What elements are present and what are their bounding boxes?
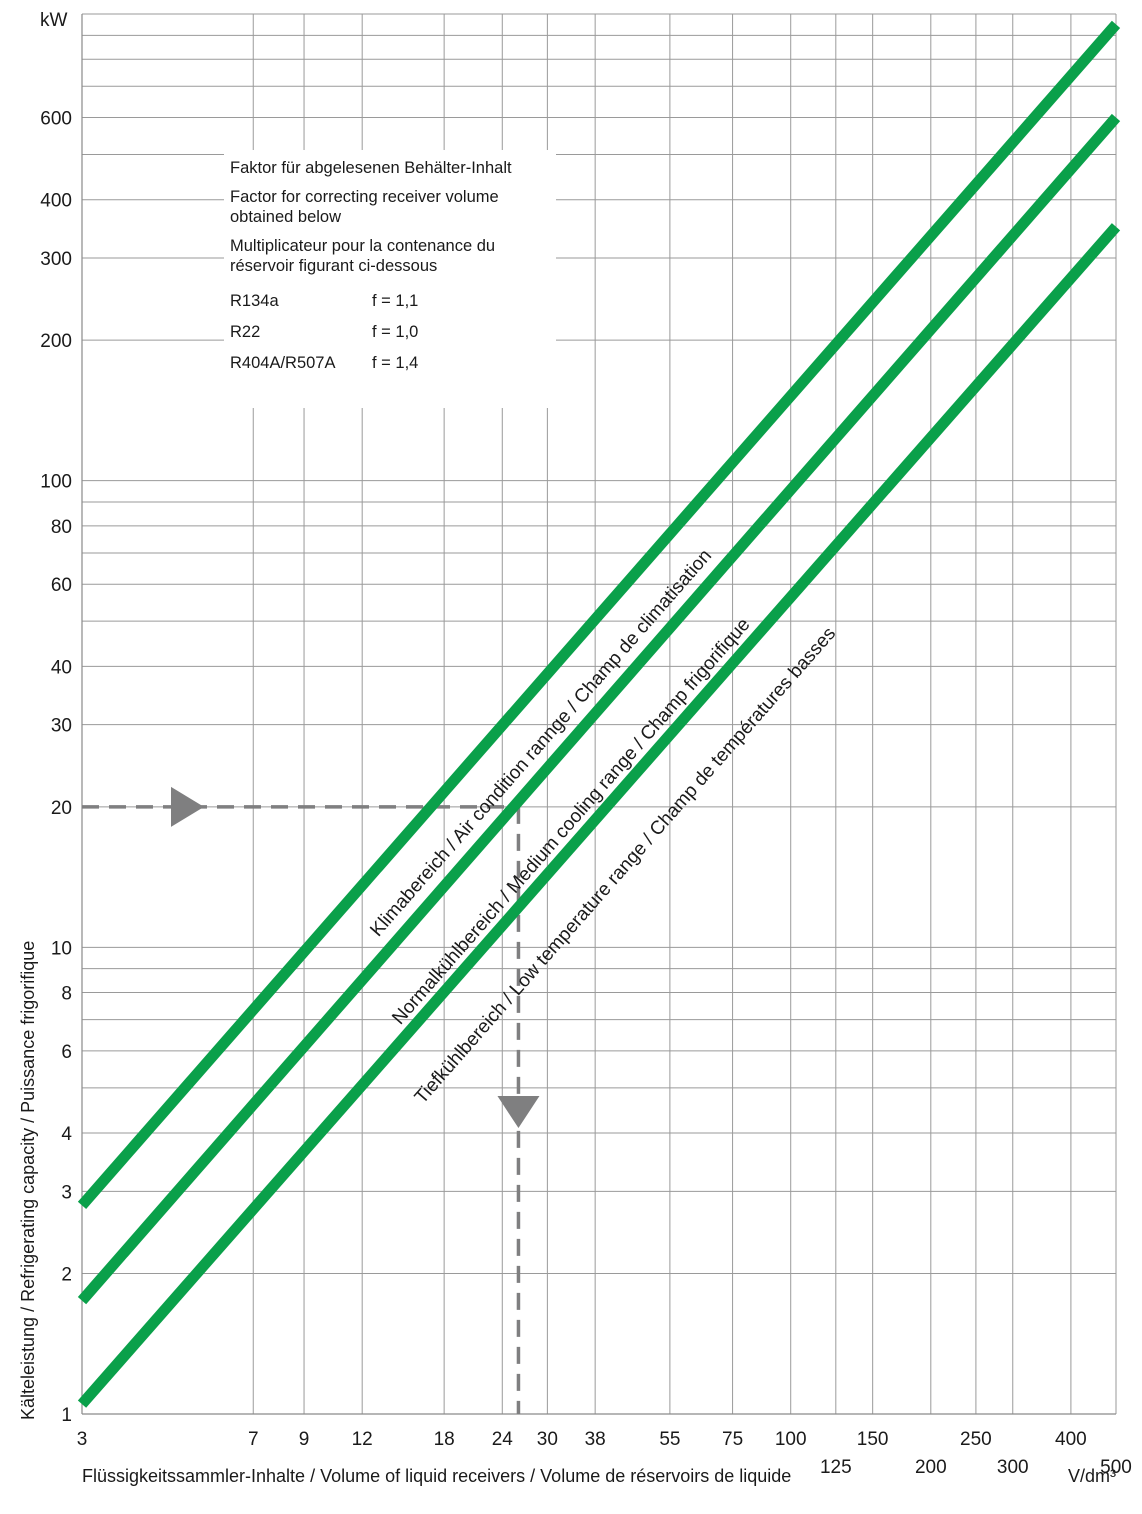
y-tick-label: 60 (51, 575, 72, 596)
chart-grid (81, 13, 1117, 1415)
series-line (77, 223, 1121, 1408)
x-axis-title: Flüssigkeitssammler-Inhalte / Volume of … (82, 1466, 791, 1486)
refrigerant-name: R134a (230, 291, 279, 310)
y-unit-label: kW (40, 10, 68, 31)
refrigerant-factor-box: Faktor für abgelesenen Behälter-Inhalt F… (224, 150, 556, 408)
series-line (77, 113, 1121, 1305)
x-tick-label: 24 (492, 1429, 514, 1450)
x-tick-label: 100 (775, 1429, 807, 1450)
x-tick-label: 150 (857, 1429, 889, 1450)
y-tick-label: 3 (61, 1182, 72, 1203)
x-unit-label: V/dm³ (1068, 1466, 1116, 1486)
refrigerant-row: R22 f = 1,0 (230, 316, 550, 347)
y-tick-label: 1 (61, 1405, 72, 1426)
x-tick-label: 9 (299, 1429, 310, 1450)
x-tick-label: 300 (997, 1457, 1029, 1478)
x-tick-label: 500 (1100, 1457, 1132, 1478)
x-tick-label: 200 (915, 1457, 947, 1478)
y-tick-label: 400 (40, 191, 72, 212)
y-tick-label: 20 (51, 798, 72, 819)
series-line (77, 20, 1121, 1209)
y-tick-label: 600 (40, 109, 72, 130)
y-tick-label: 80 (51, 517, 72, 538)
y-tick-label: 100 (40, 472, 72, 493)
y-tick-label: 2 (61, 1265, 72, 1286)
x-tick-label: 125 (820, 1457, 852, 1478)
refrigerant-factor: f = 1,1 (372, 291, 419, 310)
example-guide (82, 786, 540, 1414)
y-tick-label: 200 (40, 331, 72, 352)
y-tick-label: 6 (61, 1042, 72, 1063)
x-tick-label: 12 (352, 1429, 373, 1450)
x-tick-label: 38 (585, 1429, 606, 1450)
factor-text-de: Faktor für abgelesenen Behälter-Inhalt (230, 159, 512, 177)
refrigerant-name: R22 (230, 322, 261, 341)
refrigerant-factor: f = 1,0 (372, 322, 419, 341)
arrow-right-icon (171, 786, 204, 827)
y-tick-label: 300 (40, 249, 72, 270)
series-lines (77, 20, 1121, 1408)
factor-text-fr: Multiplicateur pour la contenance du rés… (230, 237, 496, 275)
y-axis-title: Kälteleistung / Refrigerating capacity /… (18, 941, 38, 1420)
y-tick-label: 40 (51, 657, 72, 678)
x-tick-label: 7 (248, 1429, 259, 1450)
factor-text-en: Factor for correcting receiver volume ob… (230, 188, 499, 226)
y-tick-label: 4 (61, 1124, 72, 1145)
y-tick-label: 8 (61, 984, 72, 1005)
x-tick-label: 75 (722, 1429, 743, 1450)
series-label: Tiefkühlbereich / Low temperature range … (411, 623, 840, 1108)
arrow-down-icon (497, 1096, 540, 1128)
x-tick-label: 3 (77, 1429, 88, 1450)
refrigerant-factor: f = 1,4 (372, 353, 419, 372)
refrigerant-row: R134a f = 1,1 (230, 285, 550, 316)
refrigerant-name: R404A/R507A (230, 353, 336, 372)
x-tick-label: 250 (960, 1429, 992, 1450)
x-tick-label: 30 (537, 1429, 558, 1450)
y-tick-label: 10 (51, 938, 72, 959)
x-tick-label: 18 (434, 1429, 455, 1450)
x-tick-label: 400 (1055, 1429, 1087, 1450)
y-tick-label: 30 (51, 716, 72, 737)
x-tick-label: 55 (659, 1429, 680, 1450)
series-label: Normalkühlbereich / Medium cooling range… (388, 614, 754, 1029)
refrigerant-row: R404A/R507A f = 1,4 (230, 347, 550, 378)
